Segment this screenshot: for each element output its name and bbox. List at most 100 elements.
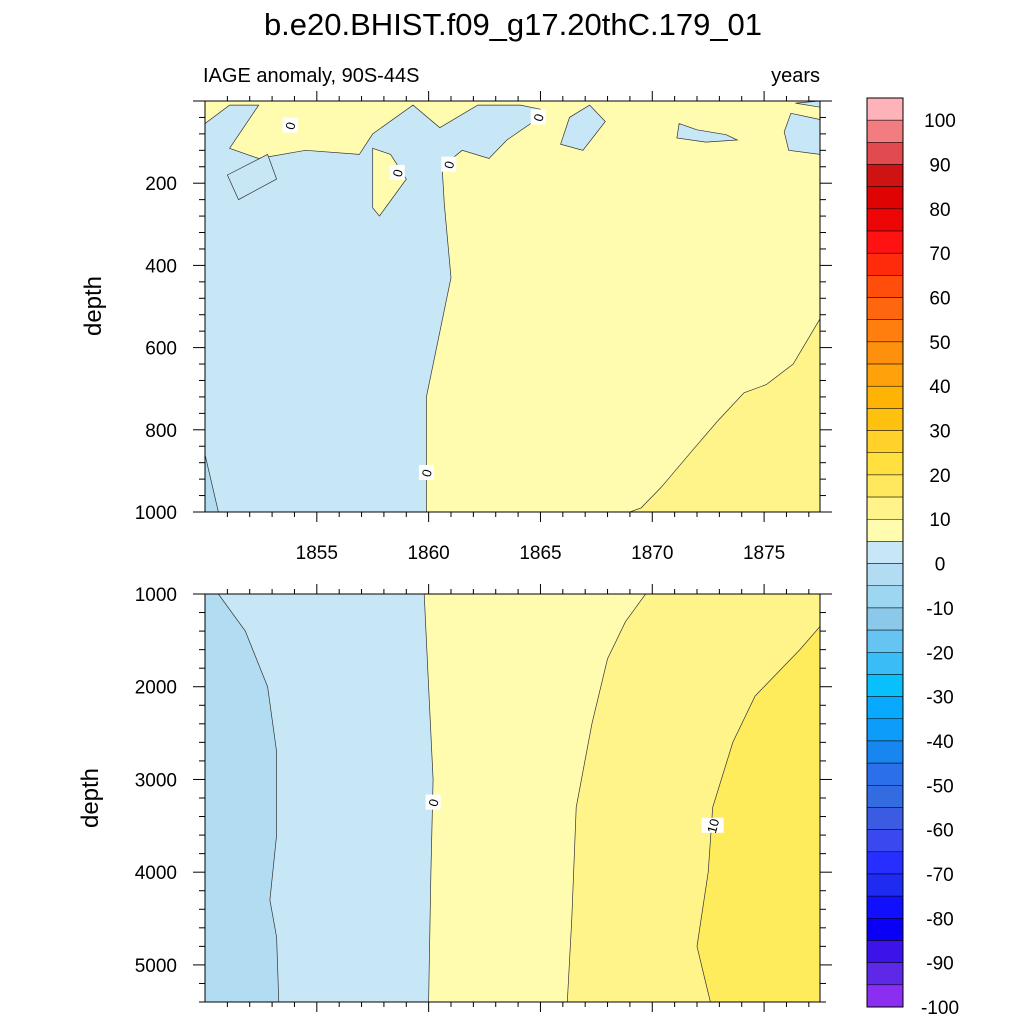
colorbar-swatch-29 (866, 740, 904, 764)
colorbar-label--70: -70 (926, 865, 953, 886)
colorbar-label-100: 100 (924, 111, 956, 132)
colorbar-swatch-24 (866, 629, 904, 653)
colorbar-swatch-12 (866, 363, 904, 387)
colorbar-swatch-25 (866, 652, 904, 675)
colorbar-swatch-19 (866, 518, 904, 542)
lower-y-tick-label-3000: 3000 (135, 770, 177, 791)
upper-y-tick-label-200: 200 (145, 174, 177, 195)
colorbar-label-40: 40 (929, 377, 950, 398)
colorbar-swatch-31 (866, 785, 904, 808)
subtitle-left: IAGE anomaly, 90S-44S (203, 65, 419, 87)
upper-panel: 0 0 0 0 0 1855 1860 1865 1870 1875 200 400 600 800 100… (135, 91, 832, 564)
colorbar-swatch-9 (866, 297, 904, 320)
colorbar-label--40: -40 (926, 732, 953, 753)
x-tick-label-1855: 1855 (296, 543, 338, 564)
colorbar-swatch-11 (866, 341, 904, 365)
colorbar-swatch-18 (866, 496, 904, 520)
colorbar-label--50: -50 (926, 776, 953, 797)
upper-region-4 (676, 123, 739, 143)
colorbar-label-20: 20 (929, 466, 950, 487)
upper-region-1 (205, 104, 542, 512)
colorbar-swatch-37 (866, 918, 904, 941)
upper-contour-fills (205, 101, 820, 512)
colorbar-swatch-13 (866, 385, 904, 409)
colorbar-swatch-34 (866, 851, 904, 875)
colorbar-swatch-6 (866, 230, 904, 254)
colorbar-swatch-10 (866, 319, 904, 343)
upper-region-9 (205, 454, 219, 512)
colorbar-swatch-8 (866, 275, 904, 298)
lower-panel: 0 10 1000 2000 3000 4000 5000 (135, 584, 832, 1012)
colorbar-swatch-40 (866, 984, 904, 1008)
colorbar-label-70: 70 (929, 244, 950, 265)
colorbar-swatch-16 (866, 452, 904, 476)
upper-contour-label-2: 0 (390, 168, 406, 179)
upper-contour-label-3: 0 (441, 159, 457, 170)
colorbar-swatch-35 (866, 873, 904, 897)
upper-region-7 (372, 147, 407, 217)
colorbar-swatch-14 (866, 408, 904, 431)
colorbar-swatch-5 (866, 208, 904, 232)
upper-region-6 (795, 101, 820, 108)
lower-y-tick-label-1000: 1000 (135, 585, 177, 606)
upper-contour-label-bg-4 (418, 464, 434, 480)
colorbar-swatch-26 (866, 674, 904, 697)
upper-y-tick-label-400: 400 (145, 256, 177, 277)
colorbar-swatch-22 (866, 585, 904, 609)
upper-region-5 (783, 112, 820, 155)
colorbar-label-50: 50 (929, 333, 950, 354)
colorbar-swatch-36 (866, 895, 904, 919)
lower-ylabel: depth (77, 768, 104, 828)
colorbar-swatch-1 (866, 119, 904, 143)
lower-contour-label-0: 0 (425, 797, 441, 808)
colorbar-swatch-39 (866, 962, 904, 986)
colorbar: 1009080706050403020100-10-20-30-40-50-60… (866, 97, 959, 1019)
upper-contour-label-1: 0 (531, 112, 547, 123)
lower-region-4 (696, 625, 820, 1002)
colorbar-label-60: 60 (929, 289, 950, 310)
colorbar-label-90: 90 (929, 156, 950, 177)
colorbar-swatch-38 (866, 940, 904, 963)
subtitle-right: years (771, 65, 820, 87)
lower-contour-fills (205, 594, 820, 1002)
colorbar-label--10: -10 (926, 599, 953, 620)
colorbar-swatch-20 (866, 541, 904, 564)
upper-contour-label-0: 0 (282, 120, 298, 131)
colorbar-swatch-15 (866, 430, 904, 453)
colorbar-swatch-33 (866, 829, 904, 853)
colorbar-label-80: 80 (929, 200, 950, 221)
upper-contour-label-bg-1 (530, 109, 546, 125)
upper-contour-label-bg-3 (441, 156, 457, 172)
colorbar-swatch-28 (866, 718, 904, 742)
upper-plot-frame (204, 100, 821, 513)
colorbar-label--60: -60 (926, 821, 953, 842)
lower-region-1 (205, 594, 280, 1002)
upper-contour-label-bg-0 (282, 117, 298, 133)
upper-region-2 (226, 153, 278, 201)
colorbar-swatch-27 (866, 696, 904, 720)
chart-title: b.e20.BHIST.f09_g17.20thC.179_01 (264, 7, 762, 42)
x-tick-label-1860: 1860 (407, 543, 449, 564)
colorbar-swatch-2 (866, 142, 904, 165)
lower-y-tick-label-4000: 4000 (135, 863, 177, 884)
colorbar-label--80: -80 (926, 909, 953, 930)
colorbar-swatch-17 (866, 474, 904, 498)
colorbar-swatch-21 (866, 563, 904, 587)
lower-contour-label-1: 10 (704, 817, 722, 835)
upper-y-tick-label-600: 600 (145, 339, 177, 360)
colorbar-swatch-30 (866, 762, 904, 786)
x-tick-label-1870: 1870 (631, 543, 673, 564)
x-tick-label-1865: 1865 (519, 543, 561, 564)
colorbar-label-30: 30 (929, 422, 950, 443)
upper-y-tick-label-1000: 1000 (135, 503, 177, 524)
upper-contour-label-bg-2 (389, 164, 405, 180)
lower-y-tick-label-2000: 2000 (135, 678, 177, 699)
lower-contour-label-bg-0 (425, 794, 441, 810)
colorbar-swatch-3 (866, 164, 904, 187)
colorbar-swatch-0 (866, 97, 904, 121)
upper-ylabel: depth (80, 276, 107, 336)
colorbar-label--20: -20 (926, 643, 953, 664)
upper-region-8 (629, 318, 820, 512)
upper-y-tick-label-800: 800 (145, 421, 177, 442)
